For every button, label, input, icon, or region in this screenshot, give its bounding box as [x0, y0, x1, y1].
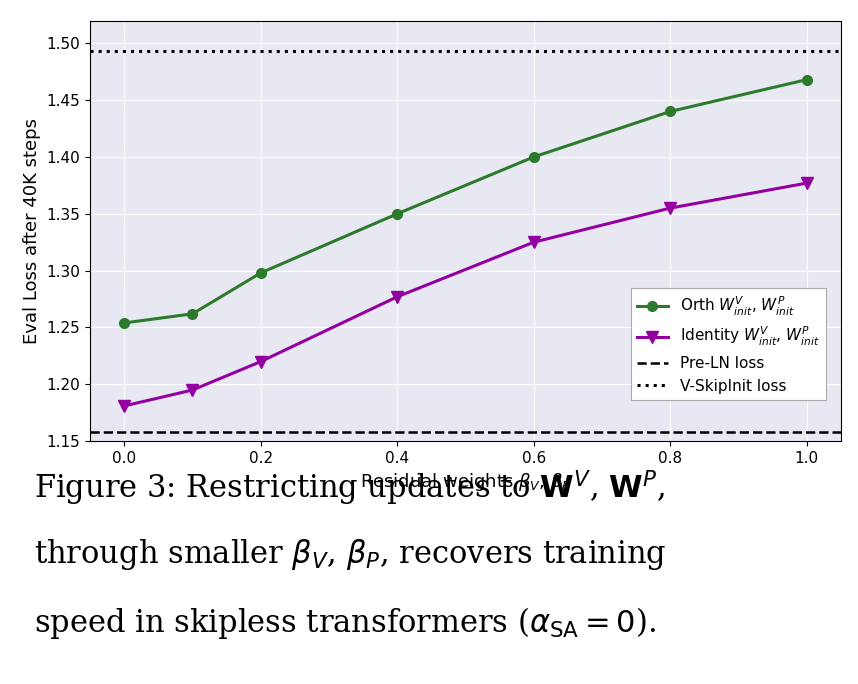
Identity $W^V_{init}$, $W^P_{init}$	[119, 402, 130, 410]
X-axis label: Residual weights $\beta_V$, $\beta_P$: Residual weights $\beta_V$, $\beta_P$	[360, 471, 571, 493]
Line: Orth $W^V_{init}$, $W^P_{init}$: Orth $W^V_{init}$, $W^P_{init}$	[119, 75, 812, 328]
Identity $W^V_{init}$, $W^P_{init}$	[665, 204, 675, 212]
Text: speed in skipless transformers ($\alpha_{\mathrm{SA}} = 0$).: speed in skipless transformers ($\alpha_…	[34, 605, 656, 642]
Y-axis label: Eval Loss after 40K steps: Eval Loss after 40K steps	[23, 118, 41, 344]
Line: Identity $W^V_{init}$, $W^P_{init}$: Identity $W^V_{init}$, $W^P_{init}$	[118, 178, 813, 412]
Orth $W^V_{init}$, $W^P_{init}$	[119, 319, 130, 327]
Orth $W^V_{init}$, $W^P_{init}$	[529, 153, 539, 161]
Orth $W^V_{init}$, $W^P_{init}$	[801, 75, 812, 83]
Legend: Orth $W^V_{init}$, $W^P_{init}$, Identity $W^V_{init}$, $W^P_{init}$, Pre-LN los: Orth $W^V_{init}$, $W^P_{init}$, Identit…	[631, 289, 825, 400]
Text: through smaller $\beta_V$, $\beta_P$, recovers training: through smaller $\beta_V$, $\beta_P$, re…	[34, 537, 667, 572]
Identity $W^V_{init}$, $W^P_{init}$	[529, 238, 539, 246]
Identity $W^V_{init}$, $W^P_{init}$	[392, 293, 402, 301]
Identity $W^V_{init}$, $W^P_{init}$	[256, 358, 266, 366]
Identity $W^V_{init}$, $W^P_{init}$	[801, 179, 812, 187]
Orth $W^V_{init}$, $W^P_{init}$	[256, 269, 266, 277]
Orth $W^V_{init}$, $W^P_{init}$	[392, 210, 402, 218]
Orth $W^V_{init}$, $W^P_{init}$	[187, 310, 197, 318]
Identity $W^V_{init}$, $W^P_{init}$	[187, 386, 197, 394]
Orth $W^V_{init}$, $W^P_{init}$	[665, 107, 675, 116]
Text: Figure 3: Restricting updates to $\mathbf{W}^V$, $\mathbf{W}^P$,: Figure 3: Restricting updates to $\mathb…	[34, 469, 665, 508]
